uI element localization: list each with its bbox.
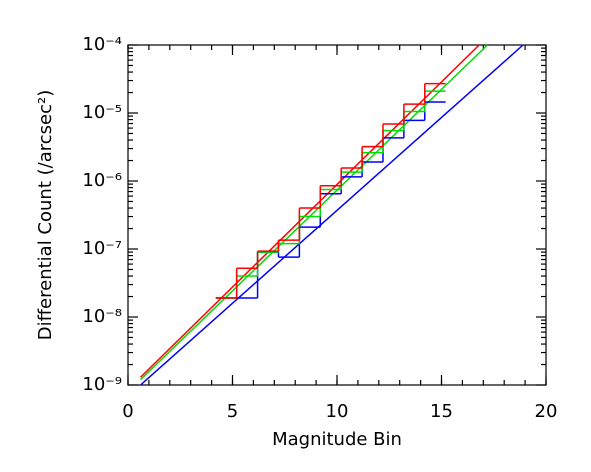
x-tick-label: 20 [535,401,558,422]
x-tick-label: 15 [430,401,453,422]
y-tick-label: 10⁻⁸ [82,306,122,327]
fit-line [140,44,524,386]
x-axis-label: Magnitude Bin [272,429,402,450]
y-axis-label: Differential Count (/arcsec²) [35,90,56,340]
fit-line [140,44,489,381]
y-tick-label: 10⁻⁴ [82,34,122,55]
x-tick-label: 10 [326,401,349,422]
x-tick-label: 5 [227,401,238,422]
plot-frame [127,44,547,386]
fit-line [140,44,480,378]
y-tick-label: 10⁻⁹ [82,374,122,395]
y-tick-label: 10⁻⁵ [82,102,122,123]
y-tick-label: 10⁻⁶ [82,170,122,191]
y-tick-label: 10⁻⁷ [82,238,122,259]
x-tick-label: 0 [122,401,133,422]
